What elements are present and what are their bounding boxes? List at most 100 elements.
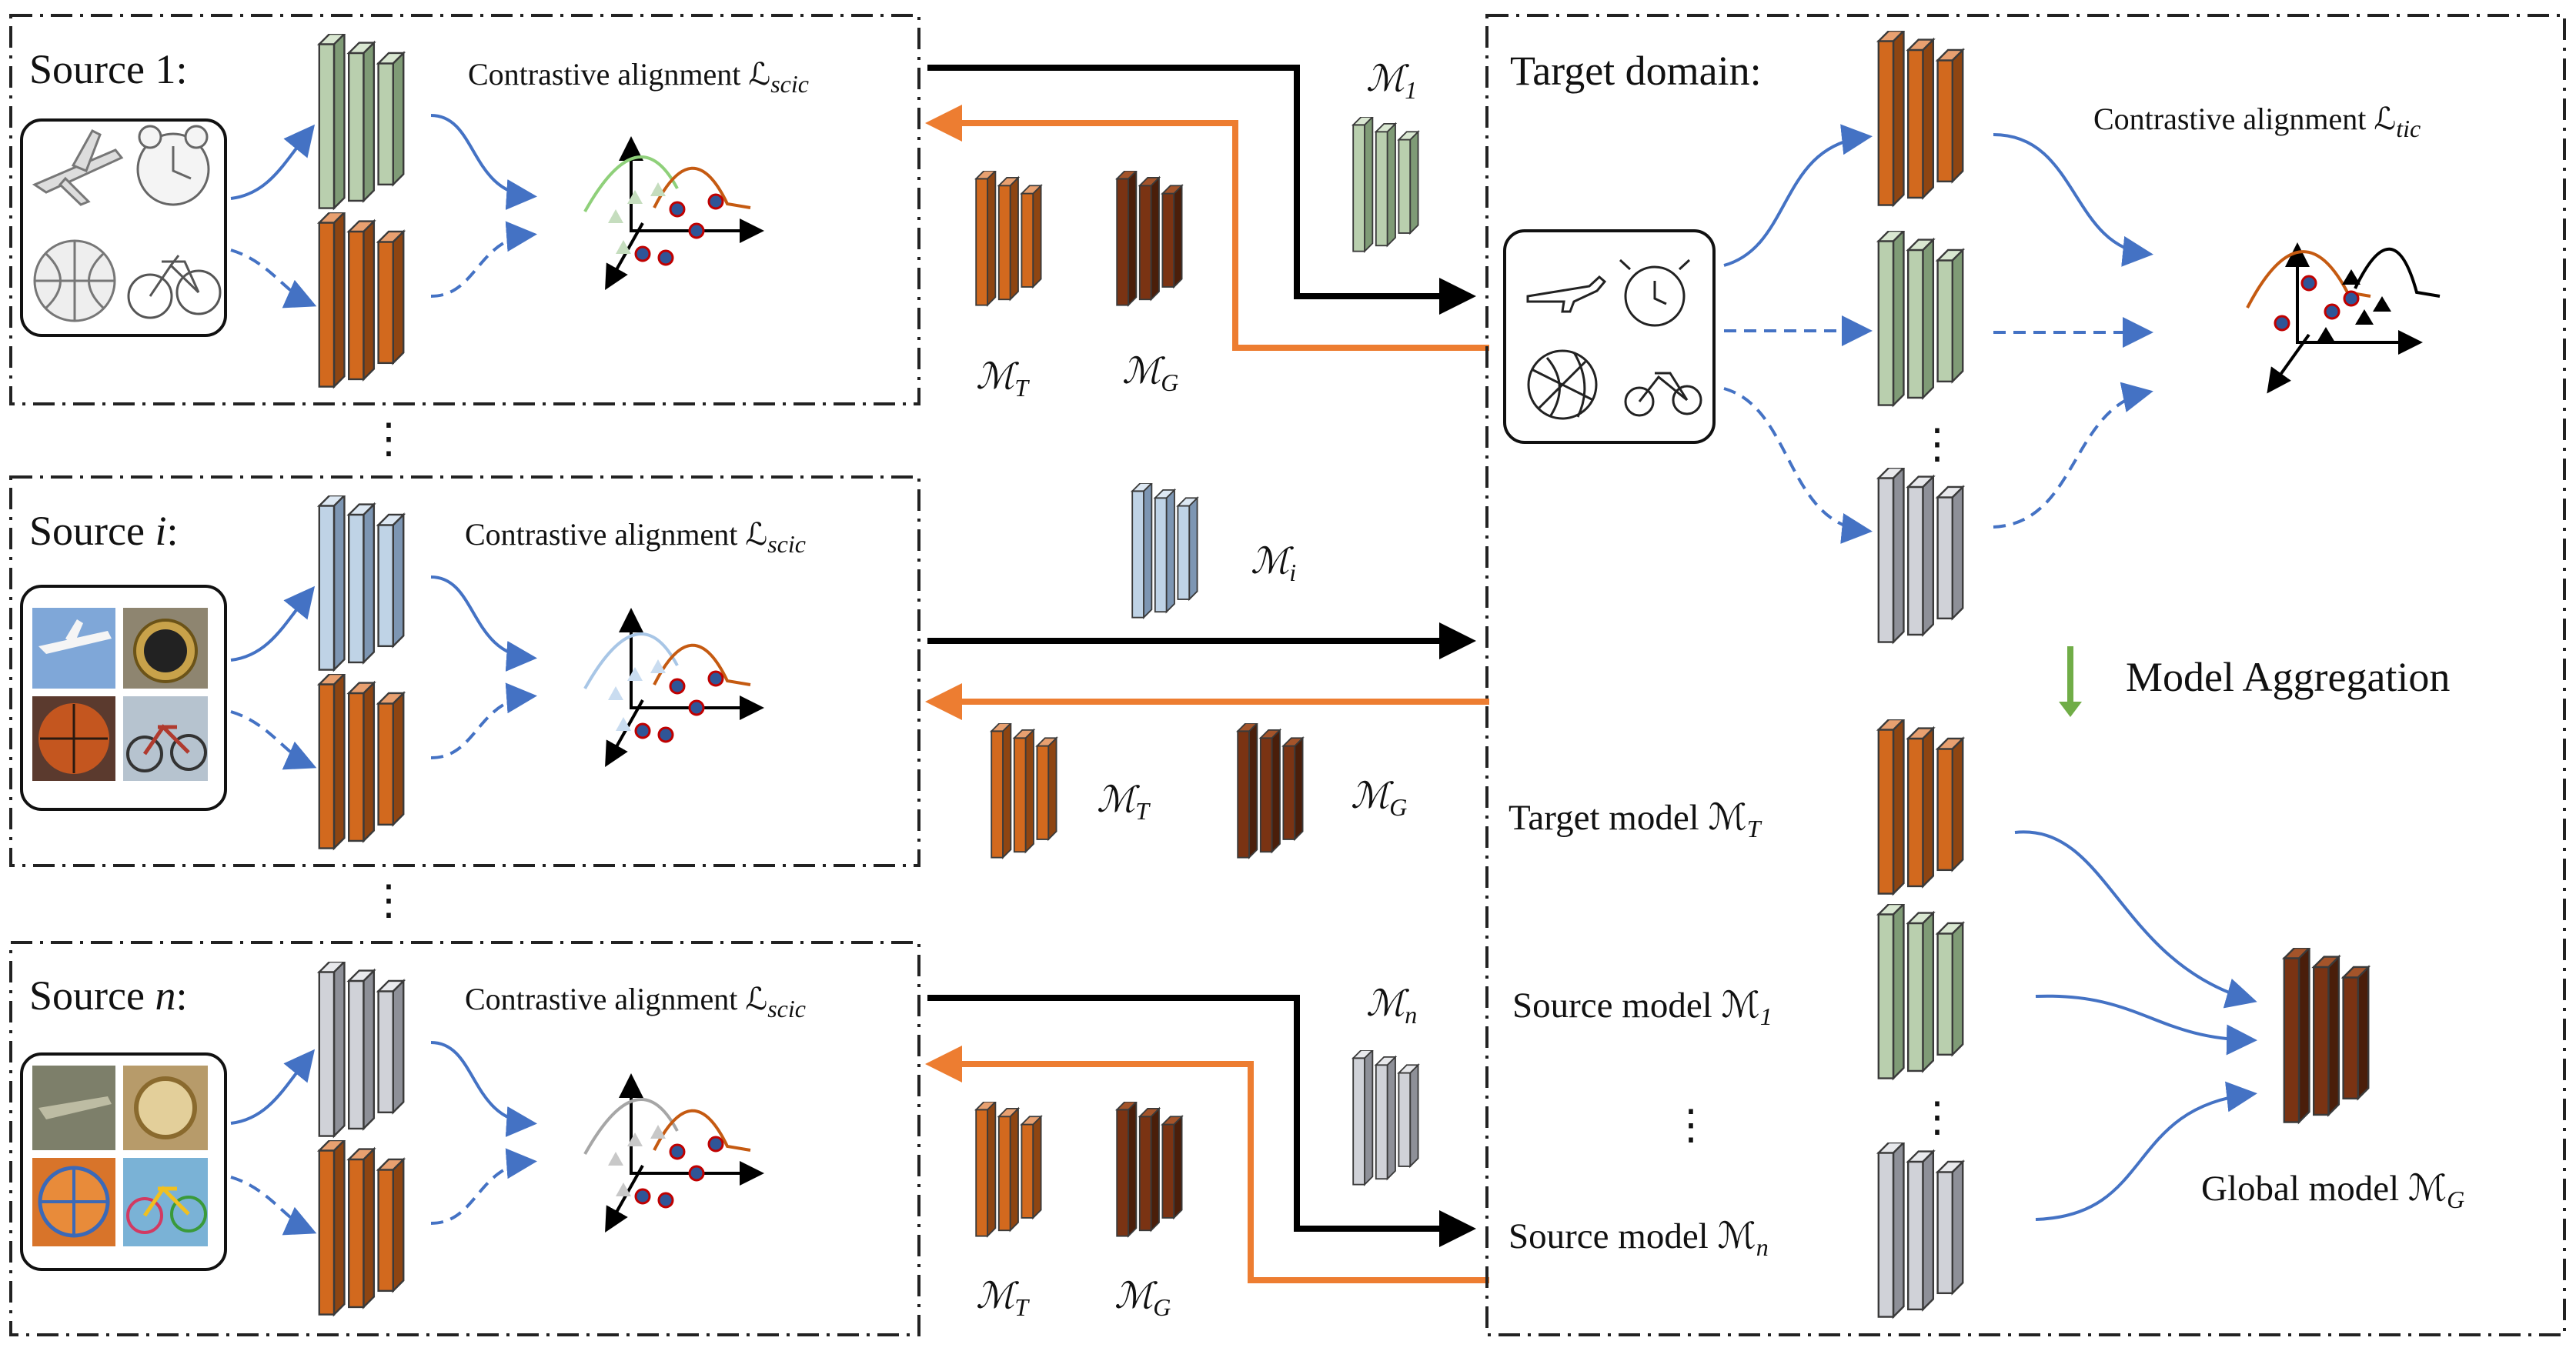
source-n-target-model-icon [318, 1140, 405, 1316]
source-n-image-box [20, 1052, 227, 1271]
airplane-sketch-icon [32, 129, 124, 206]
arrow-images-to-target-model [230, 249, 317, 309]
source-1-border [9, 14, 920, 405]
target-alignment-plot [2246, 242, 2441, 394]
model-mt-label-mid: ℳT [1097, 780, 1151, 825]
source-n-label: Source n: [29, 972, 187, 1019]
aggregation-ellipsis-center: ⋮ [1916, 1094, 1958, 1140]
arrow-images-to-model [230, 585, 316, 662]
aggregation-arrowhead-icon [2059, 702, 2082, 717]
source-model-1-label: Source model ℳ1 [1512, 986, 1772, 1030]
source-i-label: Source i: [29, 508, 178, 554]
source-i-panel: Source i: Contrastive alignment ℒscic [9, 475, 920, 867]
source-i-target-model-icon [318, 674, 405, 849]
bicycle-sketch-icon [127, 255, 222, 319]
target-branch-ellipsis: ⋮ [1916, 421, 1958, 467]
arrow-target-images-to-target-model [1723, 124, 1873, 267]
source-n-model-icon [318, 962, 405, 1137]
source-1-target-model-icon [318, 212, 405, 388]
global-model-icon [2283, 948, 2370, 1123]
communication-channels [925, 65, 1489, 1283]
model-aggregation-label: Model Aggregation [2126, 654, 2450, 700]
alarm-clock-sketch-icon [136, 125, 210, 206]
source-ellipsis-2: ⋮ [368, 877, 409, 923]
target-model-label: Target model ℳT [1509, 798, 1762, 842]
download-arrow-source-n [925, 1046, 1489, 1283]
source-i-model-icon [318, 495, 405, 671]
arrow-target-model-to-alignment [430, 682, 537, 759]
model-mg-label-mid: ℳG [1351, 776, 1407, 821]
arrow-images-to-model [230, 1049, 316, 1125]
source-model-n-label: Source model ℳn [1509, 1216, 1769, 1261]
model-mg-icon-bottom [1116, 1102, 1183, 1237]
source-i-alignment-plot [583, 608, 764, 767]
model-mt-icon-bottom [975, 1102, 1042, 1237]
arrow-source-1-model-to-global [2035, 994, 2257, 1056]
source-1-panel: Source 1: [9, 14, 920, 405]
source-n-border [9, 941, 920, 1336]
airplane-doodle-icon [1526, 275, 1607, 313]
upload-arrow-source-1 [927, 65, 1476, 315]
aggregation-source-n-model-icon [1877, 1143, 1964, 1318]
model-mt-label-bottom: ℳT [976, 1276, 1030, 1321]
arrow-images-to-target-model [230, 710, 317, 770]
source-1-model-icon [318, 34, 405, 209]
target-branch-source-n-model-icon [1877, 468, 1964, 643]
aggregation-source-1-model-icon [1877, 904, 1964, 1079]
source-1-image-box [20, 118, 227, 337]
arrow-model-to-alignment [430, 1041, 537, 1137]
arrow-images-to-target-model [230, 1176, 317, 1236]
model-mg-icon-mid [1237, 723, 1304, 859]
download-arrow-source-1 [925, 105, 1489, 351]
model-mi-label: ℳi [1251, 542, 1296, 586]
model-mt-icon-mid [991, 723, 1057, 859]
arrow-target-model-to-alignment [430, 1148, 537, 1225]
model-mg-label-bottom: ℳG [1114, 1276, 1171, 1321]
model-mg-icon-top [1116, 171, 1183, 306]
source-1-label: Source 1: [29, 46, 187, 92]
alarm-clock-doodle-icon [1619, 259, 1691, 327]
arrow-target-model-to-alignment [1993, 133, 2153, 267]
source-n-panel: Source n: Contrastive alignment ℒscic [9, 941, 920, 1336]
arrow-target-model-to-global [2014, 830, 2257, 1009]
source-n-alignment-label: Contrastive alignment ℒscic [465, 982, 806, 1022]
source-1-alignment-label: Contrastive alignment ℒscic [468, 57, 809, 98]
arrow-model-to-alignment [430, 575, 537, 672]
bicycle-doodle-icon [1624, 372, 1702, 417]
model-mt-label-top: ℳT [976, 357, 1030, 402]
model-m1-label: ℳ1 [1366, 59, 1417, 104]
target-branch-target-model-icon [1877, 31, 1964, 206]
model-m1-icon [1352, 117, 1419, 252]
target-domain-label: Target domain: [1510, 48, 1762, 94]
source-1-alignment-plot [583, 136, 764, 290]
arrow-source-n-model-to-alignment [1993, 382, 2153, 529]
model-mi-icon [1131, 483, 1198, 619]
target-domain-panel: Target domain: ⋮ [1485, 14, 2566, 1336]
model-mg-label-top: ℳG [1122, 352, 1178, 396]
model-mt-icon-top [975, 171, 1042, 306]
aggregation-ellipsis-left: ⋮ [1670, 1102, 1712, 1148]
target-domain-border [1485, 14, 2566, 1336]
model-mn-label: ℳn [1366, 984, 1417, 1029]
source-i-border [9, 475, 920, 867]
source-n-alignment-plot [583, 1073, 764, 1233]
basketball-sketch-icon [33, 239, 116, 322]
arrow-source-n-model-to-global [2035, 1081, 2257, 1221]
global-model-label: Global model ℳG [2201, 1169, 2464, 1213]
arrow-images-to-model [230, 124, 316, 200]
upload-arrow-source-n [927, 995, 1476, 1247]
arrow-target-model-to-alignment [430, 221, 537, 298]
source-i-alignment-label: Contrastive alignment ℒscic [465, 517, 806, 558]
arrow-target-images-to-source-n-model [1723, 387, 1873, 544]
source-i-image-box [20, 585, 227, 811]
target-alignment-label: Contrastive alignment ℒtic [2093, 102, 2421, 142]
arrow-model-to-alignment [430, 114, 537, 210]
target-image-box [1503, 229, 1716, 444]
target-branch-source-1-model-icon [1877, 231, 1964, 406]
model-mn-icon [1352, 1050, 1419, 1186]
basketball-doodle-icon [1527, 349, 1598, 420]
source-ellipsis-1: ⋮ [368, 415, 409, 462]
aggregation-target-model-icon [1877, 719, 1964, 895]
